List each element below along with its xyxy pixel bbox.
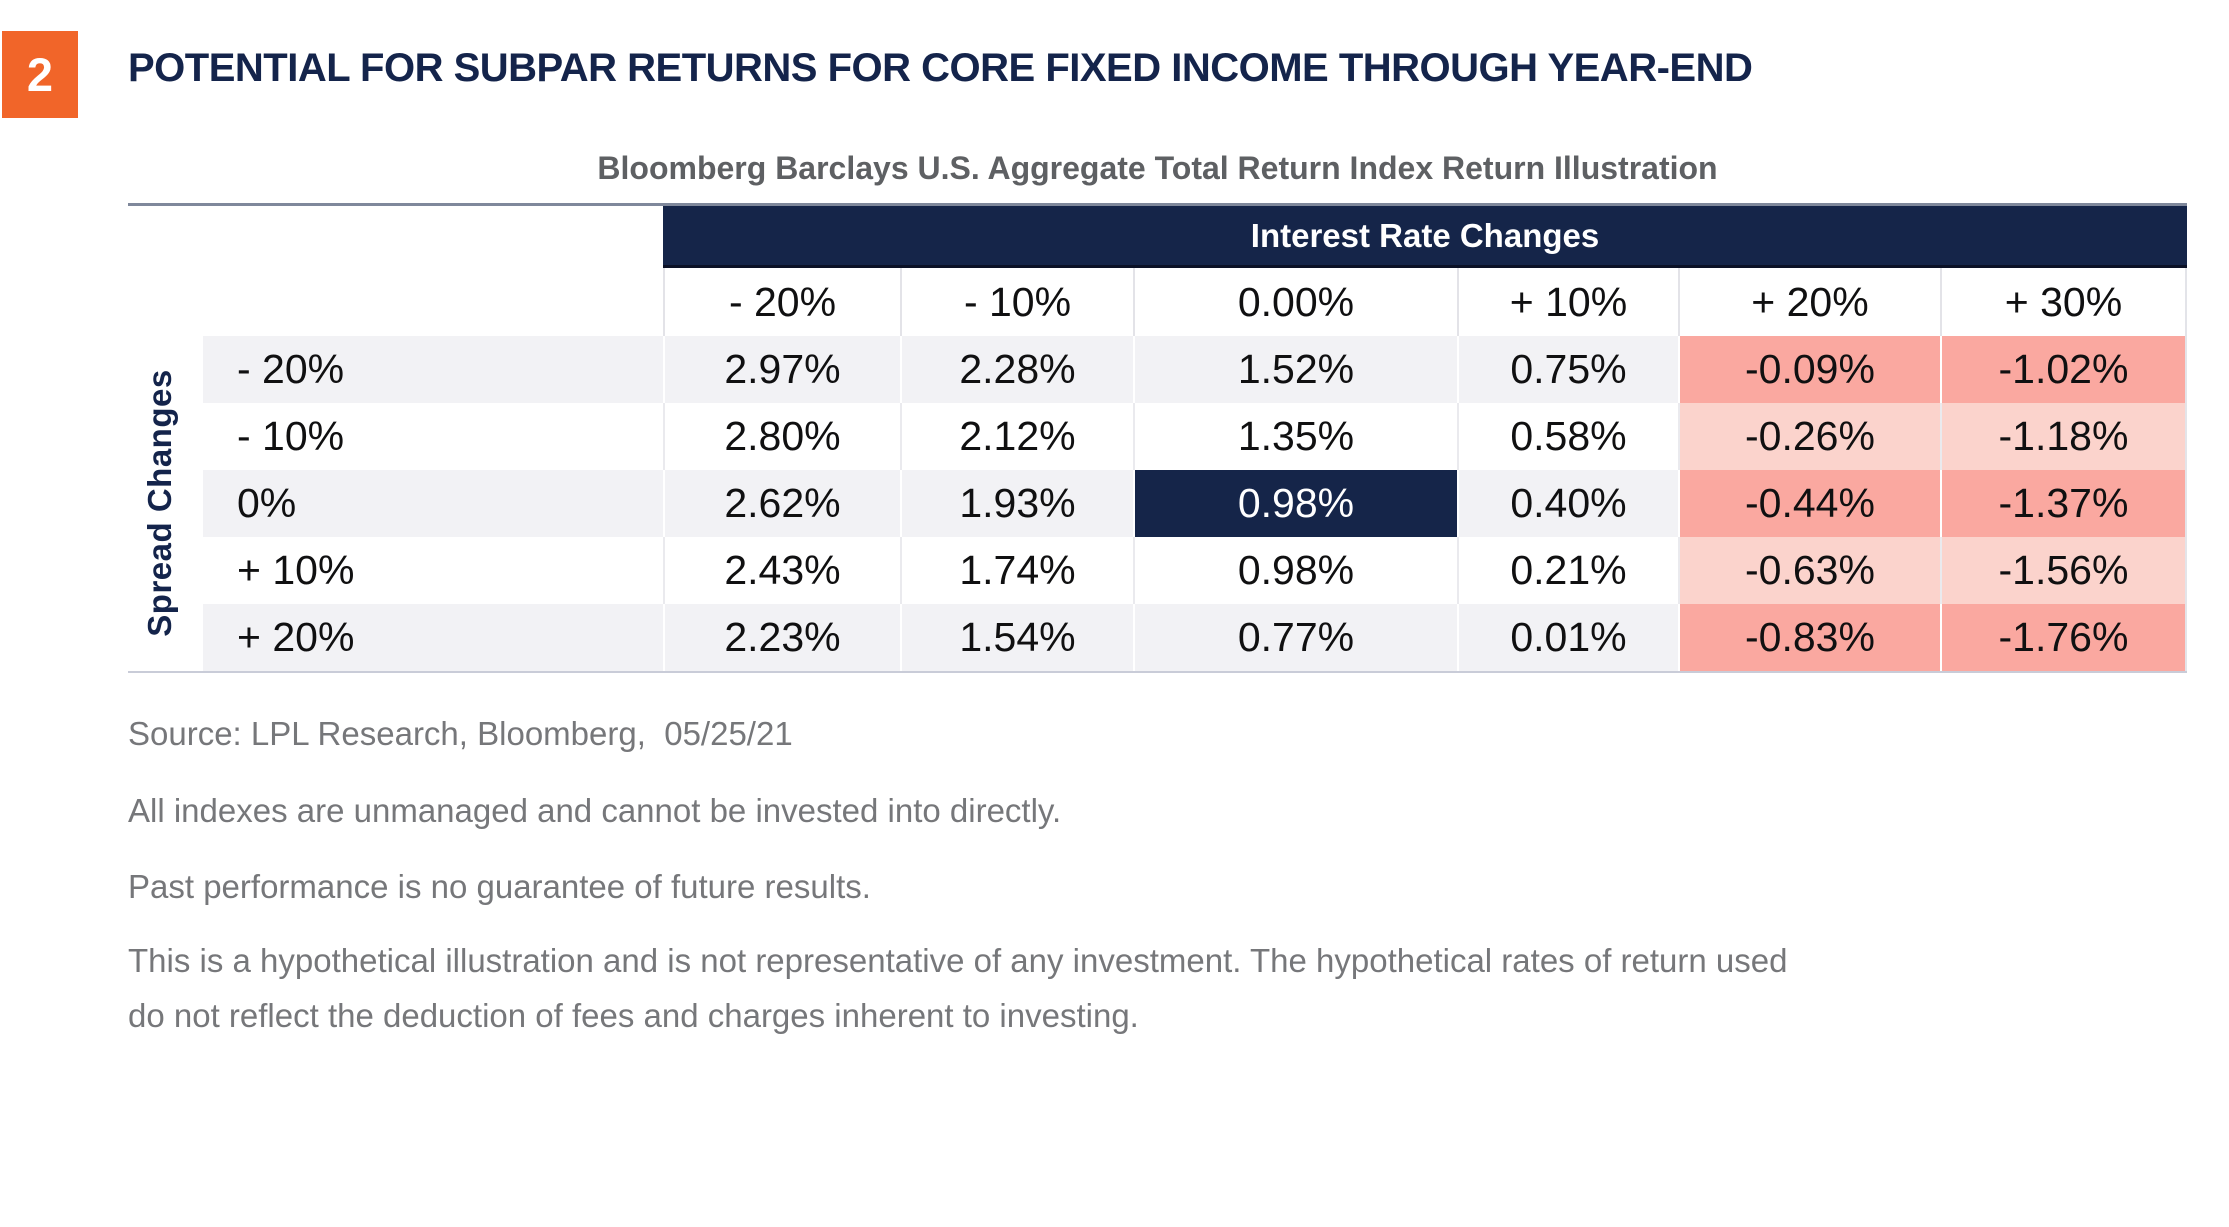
data-cell: 1.52% [1133, 336, 1457, 403]
data-cell: 2.62% [663, 470, 900, 537]
data-cell-negative: -1.02% [1940, 336, 2187, 403]
row-label: - 20% [203, 336, 663, 403]
data-cell: 1.93% [900, 470, 1133, 537]
data-cell: 1.74% [900, 537, 1133, 604]
data-cell: 1.54% [900, 604, 1133, 671]
row-label: 0% [203, 470, 663, 537]
data-cell-negative: -0.26% [1678, 403, 1940, 470]
column-header: - 10% [900, 268, 1133, 336]
data-cell-negative: -1.37% [1940, 470, 2187, 537]
column-header: + 10% [1457, 268, 1678, 336]
data-cell: 0.75% [1457, 336, 1678, 403]
data-cell-negative: -0.63% [1678, 537, 1940, 604]
column-header: - 20% [663, 268, 900, 336]
footnote-line: This is a hypothetical illustration and … [128, 942, 1788, 979]
footnote-line: do not reflect the deduction of fees and… [128, 997, 1139, 1034]
footnote-line: All indexes are unmanaged and cannot be … [128, 792, 1062, 829]
data-cell-negative: -0.09% [1678, 336, 1940, 403]
table-top-rule [128, 203, 2187, 206]
row-group-label: Spread Changes [141, 369, 178, 637]
data-cell: 0.40% [1457, 470, 1678, 537]
table-subtitle: Bloomberg Barclays U.S. Aggregate Total … [597, 150, 1718, 186]
data-cell: 2.12% [900, 403, 1133, 470]
source-line: Source: LPL Research, Bloomberg, 05/25/2… [128, 715, 793, 752]
data-cell: 2.43% [663, 537, 900, 604]
footnote-line: Past performance is no guarantee of futu… [128, 868, 871, 905]
column-header: + 30% [1940, 268, 2187, 336]
row-label: + 10% [203, 537, 663, 604]
row-label: - 10% [203, 403, 663, 470]
figure-title: POTENTIAL FOR SUBPAR RETURNS FOR CORE FI… [128, 46, 1753, 90]
data-cell-negative: -1.76% [1940, 604, 2187, 671]
data-cell: 0.01% [1457, 604, 1678, 671]
highlighted-data-cell: 0.98% [1133, 470, 1457, 537]
data-cell: 0.98% [1133, 537, 1457, 604]
column-header: 0.00% [1133, 268, 1457, 336]
table-corner-spacer [128, 206, 663, 336]
data-cell-negative: -1.18% [1940, 403, 2187, 470]
data-cell: 2.28% [900, 336, 1133, 403]
column-group-header: Interest Rate Changes [663, 206, 2187, 268]
data-cell: 2.97% [663, 336, 900, 403]
data-cell: 2.23% [663, 604, 900, 671]
figure-number-badge: 2 [2, 31, 78, 118]
data-cell: 0.77% [1133, 604, 1457, 671]
data-cell-negative: -1.56% [1940, 537, 2187, 604]
data-cell-negative: -0.83% [1678, 604, 1940, 671]
data-cell: 0.21% [1457, 537, 1678, 604]
data-cell: 2.80% [663, 403, 900, 470]
data-cell: 0.58% [1457, 403, 1678, 470]
column-header: + 20% [1678, 268, 1940, 336]
data-cell-negative: -0.44% [1678, 470, 1940, 537]
row-label: + 20% [203, 604, 663, 671]
data-cell: 1.35% [1133, 403, 1457, 470]
return-sensitivity-table: Interest Rate Changes - 20% - 10% 0.00% … [128, 206, 2187, 671]
table-bottom-rule [128, 671, 2187, 673]
